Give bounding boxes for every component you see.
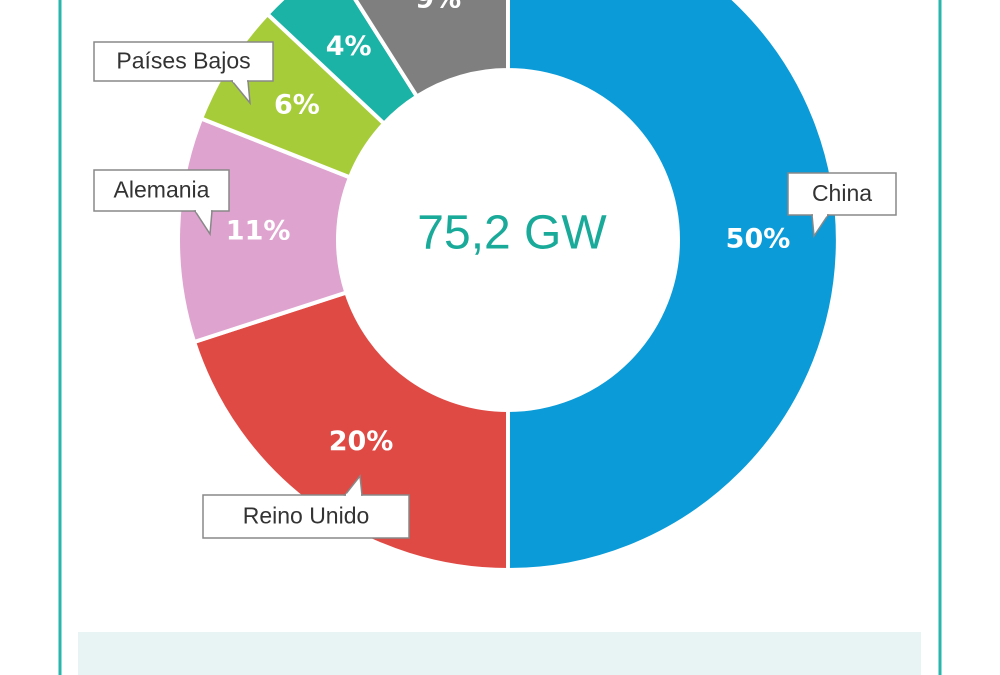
- category-label: Alemania: [114, 177, 210, 203]
- donut: [176, 0, 840, 573]
- wedge: [191, 290, 510, 573]
- category-label: Reino Unido: [243, 503, 370, 529]
- labels: 50% 20% 11% 6%4% 9% China Reino Unido Alemania P…: [93, 0, 897, 539]
- center-label: 75,2 GW: [417, 207, 607, 260]
- value-label: 11%: [226, 216, 291, 247]
- info-box: [78, 632, 921, 675]
- callout-box: [202, 494, 410, 539]
- value-label: 4%: [326, 31, 372, 62]
- category-label: China: [812, 180, 872, 206]
- value-label: 6%: [274, 90, 320, 121]
- callout-box: [93, 41, 274, 82]
- value-label: 20%: [329, 426, 394, 457]
- wedge: [506, 0, 840, 573]
- value-label: 50%: [726, 224, 791, 255]
- wedge: [264, 0, 420, 127]
- callout-box: [787, 172, 897, 216]
- value-label: 9%: [415, 0, 461, 14]
- category-label: Países Bajos: [116, 48, 250, 74]
- wedge: [353, 0, 510, 100]
- callout-box: [93, 169, 230, 212]
